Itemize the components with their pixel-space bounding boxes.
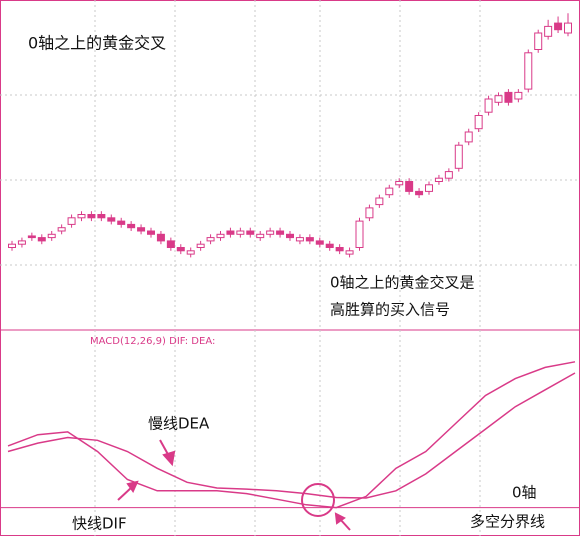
candle-body (305, 237, 314, 242)
candle-body (325, 243, 334, 248)
candle-body (17, 240, 26, 245)
candle-body (107, 217, 116, 222)
candle-body (67, 217, 76, 225)
candle-body (246, 230, 255, 235)
series-label: 慢线DEA (148, 415, 210, 433)
candle-body (415, 190, 424, 196)
candle-body (256, 233, 265, 239)
annotation: 0轴之上的黄金交叉是 (330, 274, 475, 292)
annotation: 0轴 (512, 484, 537, 502)
candle-body (365, 207, 374, 219)
candle-body (37, 237, 46, 242)
candle-body (8, 243, 16, 248)
candle-body (97, 214, 106, 219)
series-line (7, 361, 576, 509)
series-line (7, 372, 576, 499)
arrows (117, 439, 351, 531)
candle-body (335, 247, 344, 252)
candle-body (494, 95, 503, 103)
candle-body (514, 91, 523, 100)
candle-body (117, 220, 126, 225)
candle-body (127, 223, 136, 229)
series-label: 快线DIF (72, 515, 127, 533)
candle-body (295, 237, 304, 242)
candle-body (554, 22, 563, 31)
candle-body (236, 230, 245, 235)
candle-body (315, 240, 324, 245)
candle-body (425, 184, 433, 192)
candle-body (454, 144, 463, 169)
candle-body (534, 32, 543, 50)
macd-title: MACD(12,26,9) DIF: DEA: (90, 336, 215, 347)
candle-body (47, 233, 56, 239)
candle-body (276, 230, 285, 235)
candle-body (156, 233, 165, 242)
candle-body (147, 230, 155, 235)
candle-body (266, 230, 275, 235)
candle-body (395, 181, 404, 186)
chart-title: 0轴之上的黄金交叉 (28, 34, 166, 53)
candle-body (216, 233, 225, 239)
candle-body (57, 227, 66, 232)
candle-body (524, 52, 533, 90)
candle-body (544, 25, 553, 37)
candle-body (484, 98, 493, 113)
candle-body (345, 250, 354, 255)
candle-body (27, 235, 36, 239)
candle-body (464, 131, 473, 143)
candle-body (87, 214, 96, 219)
candle-body (564, 22, 572, 34)
candle-body (166, 240, 175, 248)
candle-body (375, 197, 384, 206)
candle-body (196, 243, 205, 248)
candle-body (434, 177, 443, 182)
candle-body (355, 220, 364, 249)
candle-body (286, 233, 294, 239)
candle-body (504, 91, 513, 103)
candle-body (137, 227, 146, 232)
candle-body (186, 250, 195, 255)
annotation: 多空分界线 (470, 513, 545, 531)
candle-body (77, 214, 86, 219)
candle-body (405, 181, 414, 192)
candle-body (444, 171, 453, 179)
candle-body (385, 187, 394, 196)
candle-body (206, 237, 215, 242)
candle-body (176, 247, 185, 252)
candle-body (474, 115, 483, 130)
crossover-circle (301, 483, 335, 517)
annotation: 高胜算的买入信号 (330, 301, 450, 319)
candle-body (226, 230, 235, 235)
